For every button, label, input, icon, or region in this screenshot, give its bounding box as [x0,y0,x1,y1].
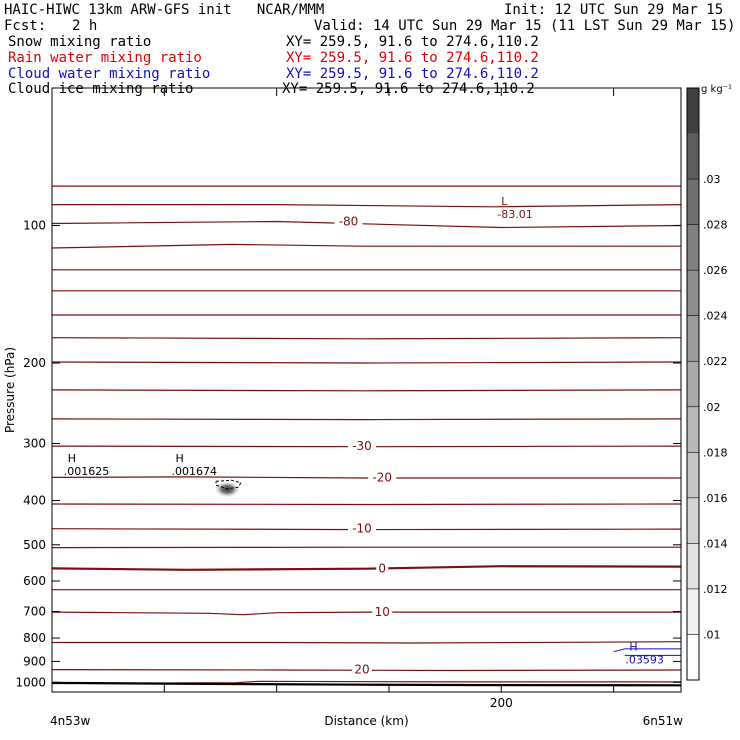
extremum-type-1: H [68,452,76,465]
field-xy-snow: XY= 259.5, 91.6 to 274.6,110.2 [286,34,539,50]
colorbar-segment-12 [687,88,699,134]
colorbar-segment-11 [687,133,699,180]
forecast-label: Fcst: [4,18,47,34]
contour-label-1: -30 [352,439,372,453]
colorbar-frame [686,87,700,681]
colorbar-segment-2 [687,543,699,589]
colorbar-segment-7 [687,315,699,362]
colorbar-segment-3 [687,497,699,544]
y-tick-label-0: 100 [23,219,46,233]
y-tick-label-5: 600 [23,574,46,588]
extremum-type-3: H [629,640,637,653]
y-tick-label-8: 900 [23,654,46,668]
colorbar-segment-6 [687,361,699,407]
colorbar-tick-label-8: .026 [703,264,728,277]
temperature-contour-13 [52,503,681,506]
extremum-value-2: .001674 [172,465,218,478]
colorbar-tick-label-6: .022 [703,355,728,368]
init-time: Init: 12 UTC Sun 29 Mar 15 [504,2,724,18]
y-tick-label-6: 700 [23,605,46,619]
temperature-contour-12 [52,476,681,479]
y-tick-label-9: 1000 [15,675,46,689]
field-xy-cloud-ice: XY= 259.5, 91.6 to 274.6,110.2 [282,81,535,97]
y-axis-title: Pressure (hPa) [3,347,17,433]
colorbar-segment-10 [687,179,699,225]
colorbar-segment-8 [687,270,699,316]
x-axis-title: Distance (km) [324,714,408,728]
extremum-type-2: H [176,452,184,465]
y-tick-label-2: 300 [23,436,46,450]
colorbar-segment-9 [687,224,699,271]
colorbar-tick-label-7: .024 [703,310,728,323]
colorbar-tick-label-1: .012 [703,583,728,596]
contour-label-bg-6 [352,662,373,676]
field-xy-cloud-water: XY= 259.5, 91.6 to 274.6,110.2 [286,66,539,82]
y-tick-label-4: 500 [23,538,46,552]
snow-shading [213,480,241,498]
x-tick-label-4: 200 [490,696,513,710]
extremum-value-0: -83.01 [497,208,532,221]
contour-label-4: 0 [378,561,386,575]
temperature-contour-18 [52,611,681,616]
contour-label-bg-2 [368,470,397,484]
valid-time: Valid: 14 UTC Sun 29 Mar 15 (11 LST Sun … [314,18,736,34]
colorbar-segment-1 [687,588,699,635]
colorbar-tick-label-3: .016 [703,492,728,505]
colorbar-tick-label-10: .03 [703,173,721,186]
colorbar-tick-label-0: .01 [703,628,721,641]
extremum-value-1: .001625 [64,465,110,478]
colorbar-tick-label-9: .028 [703,219,728,232]
terrain-line [52,681,681,687]
temperature-contour-19 [52,641,681,644]
forecast-value: 2 h [72,18,98,34]
colorbar-segment-0 [687,634,699,680]
temperature-contour-10 [52,418,681,421]
extremum-value-3: .03593 [625,653,664,666]
temperature-contour-7 [52,337,681,340]
plot-title: HAIC-HIWC 13km ARW-GFS init NCAR/MMM [4,2,325,18]
field-name-snow: Snow mixing ratio [8,34,152,50]
field-name-rain: Rain water mixing ratio [8,50,202,66]
contour-label-bg-3 [348,521,377,535]
contour-label-0: -80 [339,215,359,229]
temperature-contour-2 [52,220,681,229]
temperature-contour-1 [52,204,681,208]
contour-label-5: 10 [375,605,390,619]
temperature-contour-16 [52,565,681,571]
extremum-type-0: L [501,195,508,208]
contour-label-3: -10 [352,522,372,536]
field-xy-rain: XY= 259.5, 91.6 to 274.6,110.2 [286,50,539,66]
plot-area: -80-30-20-1001020L-83.01H.001625H.001674… [52,185,681,687]
contour-label-2: -20 [372,470,392,484]
plot-frame [51,87,682,693]
cloud-ice-contour [215,479,242,490]
contour-label-6: 20 [354,663,369,677]
y-tick-label-7: 800 [23,631,46,645]
contour-label-bg-4 [376,561,389,575]
contour-label-bg-1 [348,439,377,453]
right-endpoint-label: 6n51w [643,714,684,728]
field-name-cloud-ice: Cloud ice mixing ratio [8,81,194,97]
colorbar-tick-label-4: .018 [703,446,728,459]
colorbar-segment-5 [687,406,699,453]
temperature-contour-9 [52,389,681,392]
colorbar-segment-4 [687,452,699,498]
contour-label-bg-5 [372,605,393,619]
field-name-cloud-water: Cloud water mixing ratio [8,66,211,82]
y-tick-label-3: 400 [23,494,46,508]
contour-label-bg-0 [334,214,363,228]
colorbar-unit: g kg⁻¹ [701,84,732,95]
colorbar-tick-label-2: .014 [703,537,728,550]
y-tick-label-1: 200 [23,356,46,370]
temperature-contour-3 [52,243,681,249]
colorbar-tick-label-5: .02 [703,401,721,414]
left-endpoint-label: 4n53w [50,714,91,728]
temperature-contour-8 [52,361,681,364]
